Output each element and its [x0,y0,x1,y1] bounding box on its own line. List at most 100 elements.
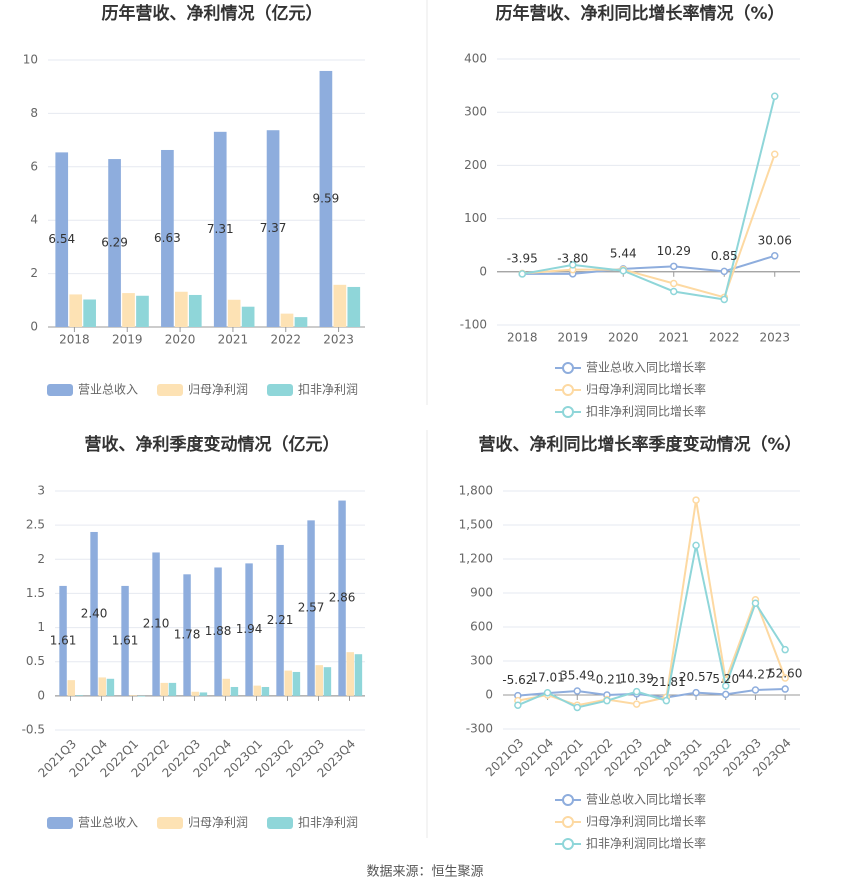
point [619,266,627,275]
point [518,270,526,278]
chart-title: 历年营收、净利同比增长率情况（%） [495,3,784,24]
data-label: 9.59 [313,191,340,205]
x-tick-label: 2018 [507,331,538,345]
bar [152,552,160,696]
point [781,674,789,682]
point [692,541,700,550]
y-tick-label: -100 [460,318,487,332]
y-tick-label: 2.5 [26,518,45,532]
y-tick-label: 2 [30,266,38,280]
y-tick-label: 1 [37,620,45,634]
y-tick-label: 300 [470,654,493,668]
legend-swatch [562,838,574,850]
y-tick-label: -300 [466,722,493,736]
y-tick-label: 0 [30,320,38,334]
bar [261,686,270,696]
legend-swatch [562,794,574,806]
legend-label: 归母净利润同比增长率 [586,814,706,829]
data-label: -0.21 [591,673,622,687]
data-label: 44.27 [738,667,772,681]
point [771,252,779,260]
bar [199,692,208,696]
x-tick-label: 2019 [112,333,143,347]
x-tick-label: 2019 [557,331,588,345]
bar [191,691,199,696]
data-label: 20.57 [679,670,713,684]
x-tick-label: 2022 [270,333,301,347]
data-label: -21.81 [647,675,686,689]
bar [108,159,121,327]
bar [160,682,168,696]
y-tick-label: 200 [464,158,487,172]
data-label: 6.63 [154,231,181,245]
data-label: 6.54 [48,232,75,246]
point [722,682,730,690]
point [771,92,779,100]
data-label: 2.10 [143,617,170,631]
bar [315,665,323,696]
data-label: 30.06 [758,233,792,247]
data-label: 2.57 [298,601,325,615]
line [517,545,786,709]
y-tick-label: 1,800 [459,484,493,498]
y-tick-label: 100 [464,211,487,225]
bar [222,678,230,696]
data-label: -5.62 [502,673,533,687]
bar [106,678,115,696]
legend-swatch [562,816,574,828]
legend-swatch [47,817,73,829]
bar [230,686,239,696]
data-label: 17.01 [530,671,564,685]
point [670,279,678,288]
point [670,262,678,271]
data-label: -3.95 [507,251,538,265]
x-tick-label: 2021 [218,333,249,347]
legend-label: 扣非净利润同比增长率 [586,404,706,419]
chart-title: 营收、净利同比增长率季度变动情况（%） [478,434,801,455]
legend-swatch [267,817,293,829]
point [720,267,728,276]
data-label: 1.61 [112,633,139,647]
y-tick-label: 600 [470,620,493,634]
bar [121,585,129,696]
legend-label: 扣非净利润 [298,816,358,830]
data-label: 5.44 [610,246,637,260]
line [522,153,776,299]
data-label: 7.31 [207,222,234,236]
data-label: 2.40 [81,606,108,620]
data-label: 1.78 [174,628,201,642]
y-tick-label: 4 [30,213,38,227]
y-tick-label: 6 [30,159,38,173]
x-tick-label: 2018 [59,333,90,347]
chart-title: 营收、净利季度变动情况（亿元） [85,434,340,455]
legend-label: 归母净利润同比增长率 [586,382,706,397]
bar [307,520,315,696]
data-label: 35.49 [560,668,594,682]
y-tick-label: 0 [479,264,487,278]
bar [122,293,135,327]
bar [347,286,361,327]
bar [333,284,347,327]
point [692,496,700,504]
legend-swatch [562,384,574,396]
y-tick-label: 300 [464,105,487,119]
y-tick-label: 0 [37,688,45,702]
data-label: -3.80 [557,251,588,265]
point [573,687,581,695]
x-tick-label: 2023 [323,333,354,347]
bar [245,563,253,696]
y-tick-label: 10 [23,53,38,67]
legend-label: 营业总收入 [78,383,138,397]
legend-swatch [562,406,574,418]
bar [129,695,137,696]
legend-swatch [157,817,183,829]
chart-title: 历年营收、净利情况（亿元） [102,3,323,24]
point [722,690,730,699]
point [751,599,760,607]
x-tick-label: 2023 [759,331,790,345]
legend-label: 归母净利润 [188,816,248,830]
y-tick-label: 900 [470,586,493,600]
source-note: 数据来源：恒生聚源 [366,865,483,880]
point [662,696,671,705]
